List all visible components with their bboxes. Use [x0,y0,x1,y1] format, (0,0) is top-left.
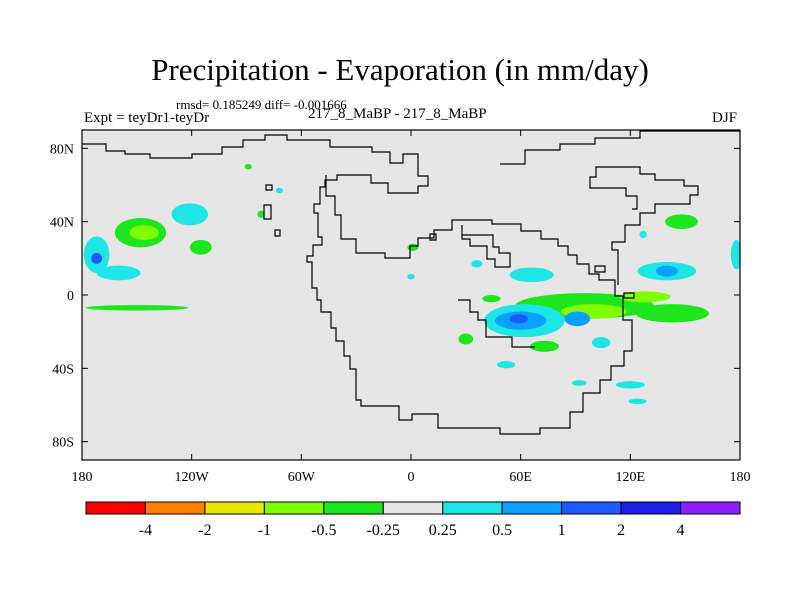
coastline-layer [82,130,740,435]
colorbar-swatch [442,501,503,515]
contour-region [529,340,560,352]
colorbar-swatch [263,501,325,515]
contour-region [564,311,591,327]
colorbar-swatch [680,501,741,515]
colorbar-swatch [561,501,622,515]
y-tick-label: 80N [50,142,74,157]
contour-region [619,291,671,303]
contour-region [496,361,516,369]
contour-region [458,333,474,345]
contour-region [96,265,141,281]
island-east-2 [623,292,635,299]
colorbar-swatch [382,501,444,515]
contour-region [571,380,587,386]
contour-region [171,203,209,226]
x-tick-label: 0 [408,470,415,485]
contour-region [509,314,528,324]
colorbar-label: 4 [677,522,685,539]
contour-region [257,210,265,218]
colorbar-label: -4 [139,522,152,539]
colorbar-label: 0.25 [429,522,457,539]
colorbar-label: -2 [198,522,211,539]
contour-region [615,381,645,389]
contour-region [407,243,419,251]
contour-region [509,267,554,283]
landmass-east [589,166,699,285]
contour-region [730,240,740,270]
contour-region [635,304,709,323]
contour-region [244,163,252,170]
island-small-2 [274,229,281,237]
colorbar: -4 -2 -1 -0.5 -0.25 0.25 0.5 1 2 4 [85,501,741,539]
colorbar-swatch [144,501,206,515]
inner-border-2 [458,299,535,348]
contour-region [655,265,678,277]
contour-region [639,230,647,239]
colorbar-swatch [501,501,563,515]
colorbar-swatch [323,501,384,515]
experiment-label: Expt = teyDr1-teyDr [84,110,210,126]
colorbar-label: 0.5 [492,522,512,539]
axis-ticks: 180 120W 60W 0 60E 120E 180 80N 40N 0 40S 80S [50,130,751,485]
colorbar-label: 2 [617,522,625,539]
y-tick-label: 0 [67,289,74,304]
stats-line: rmsd= 0.185249 diff= -0.001666 [176,97,347,112]
colorbar-swatch [204,501,265,515]
x-tick-label: 120W [175,470,210,485]
landmass-north-central [82,134,633,435]
plot-title: Precipitation - Evaporation (in mm/day) [151,52,649,87]
contour-region [407,273,415,280]
island-small-1 [265,184,273,191]
colorbar-swatch [85,501,146,515]
contour-region [591,337,611,349]
y-tick-label: 40N [50,216,74,231]
colorbar-label: -0.25 [367,522,400,539]
colorbar-label: 1 [558,522,566,539]
colorbar-swatch [620,501,682,515]
y-tick-label: 80S [52,436,74,451]
inner-lake [429,233,437,241]
contour-region [482,295,501,303]
contour-region [91,252,103,264]
y-tick-label: 40S [52,362,74,377]
contour-region [628,398,647,405]
x-tick-label: 180 [72,470,93,485]
contour-region [275,187,284,194]
colorbar-label: -0.5 [311,522,336,539]
x-tick-label: 60E [509,470,532,485]
island-east-1 [594,265,606,273]
contour-region [129,225,159,241]
colorbar-label: -1 [258,522,271,539]
x-tick-label: 120E [616,470,646,485]
x-tick-label: 180 [730,470,751,485]
contour-region [189,240,212,255]
inner-border [461,225,511,268]
season-label: DJF [712,110,738,126]
contour-layer [83,163,740,405]
x-tick-label: 60W [288,470,316,485]
contour-region [471,260,483,268]
contour-region [85,305,189,311]
landmass-north-top [500,130,740,165]
island-west [263,204,272,220]
case-label: 217_8_MaBP - 217_8_MaBP [308,106,487,122]
contour-region [665,214,698,230]
